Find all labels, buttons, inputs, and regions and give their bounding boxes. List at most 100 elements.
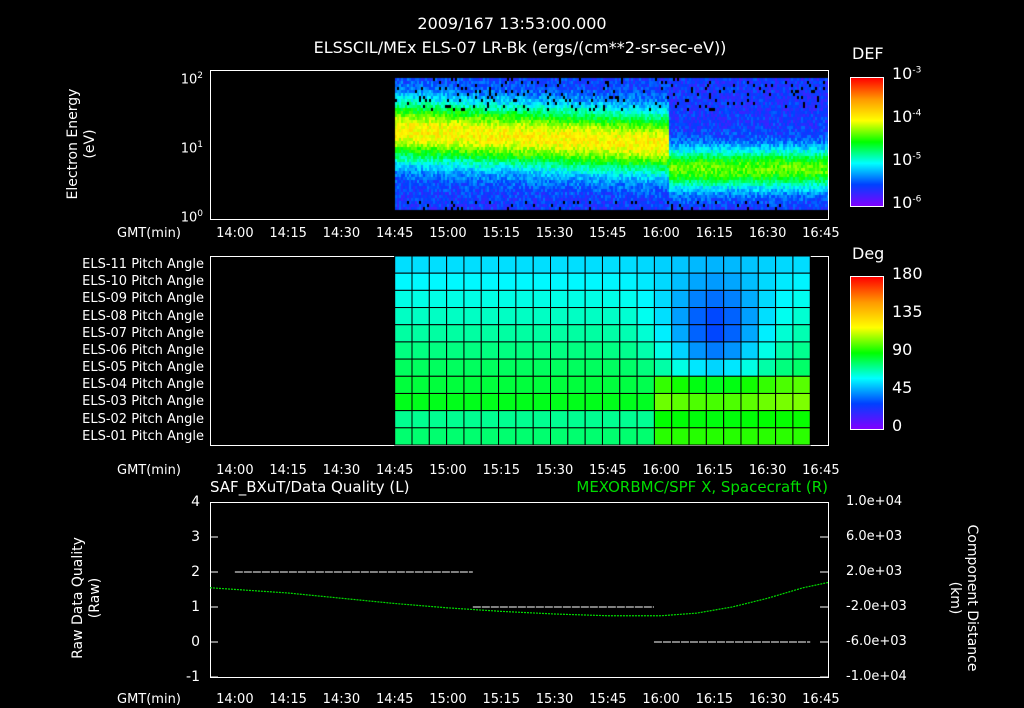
pitch-angle-cell [429, 342, 446, 359]
plot-title: ELSSCIL/MEx ELS-07 LR-Bk (ergs/(cm**2-sr… [314, 38, 727, 57]
pitch-angle-row-label: ELS-06 Pitch Angle [82, 343, 204, 358]
pitch-angle-cell [602, 393, 619, 410]
pitch-angle-cell [499, 256, 516, 273]
right-series-title: MEXORBMC/SPF X, Spacecraft (R) [576, 478, 828, 496]
pitch-angle-cell [447, 411, 464, 428]
pitch-angle-cell [724, 273, 741, 290]
pitch-angle-cell [516, 308, 533, 325]
plot-frame [211, 503, 829, 678]
pitch-angle-cell [533, 256, 550, 273]
pitch-angle-cell [568, 428, 585, 445]
pitch-angle-cell [533, 393, 550, 410]
time-tick-label: 16:30 [749, 692, 786, 707]
pitch-angle-cell [533, 308, 550, 325]
pitch-angle-cell [672, 256, 689, 273]
pitch-angle-cell [637, 256, 654, 273]
pitch-angle-cell [706, 342, 723, 359]
pitch-angle-cell [412, 376, 429, 393]
pitch-angle-cell [654, 325, 671, 342]
pitch-angle-cell [758, 290, 775, 307]
pitch-angle-cell [447, 428, 464, 445]
pitch-angle-cell [602, 376, 619, 393]
tick-exp: 0 [197, 209, 203, 219]
pitch-angle-cell [689, 325, 706, 342]
time-tick-label: 14:45 [376, 692, 413, 707]
pitch-angle-cell [620, 256, 637, 273]
pitch-angle-cell [395, 411, 412, 428]
time-tick-label: 14:15 [269, 463, 306, 478]
pitch-angle-cell [395, 273, 412, 290]
pitch-angle-cell [637, 290, 654, 307]
pitch-angle-cell [602, 325, 619, 342]
pitch-angle-cell [793, 273, 810, 290]
pitch-angle-cell [776, 411, 793, 428]
pitch-angle-cell [793, 376, 810, 393]
pitch-angle-cell [689, 256, 706, 273]
pitch-angle-cell [654, 308, 671, 325]
pitch-angle-cell [533, 359, 550, 376]
pitch-angle-cell [568, 308, 585, 325]
pitch-angle-cell [672, 290, 689, 307]
pitch-angle-cell [706, 393, 723, 410]
pitch-angle-cell [672, 342, 689, 359]
pitch-angle-cell [447, 256, 464, 273]
pitch-angle-cell [654, 290, 671, 307]
right-tick-label: -2.0e+03 [846, 599, 907, 614]
deg-colorbar-title: Deg [852, 244, 884, 263]
gmt-axis-label: GMT(min) [117, 692, 181, 707]
pitch-angle-cell [499, 428, 516, 445]
pitch-angle-cell [758, 428, 775, 445]
pitch-angle-cell [585, 342, 602, 359]
pitch-angle-cell [464, 411, 481, 428]
time-tick-label: 14:45 [376, 463, 413, 478]
pitch-angle-cell [551, 376, 568, 393]
pitch-angle-cell [499, 359, 516, 376]
pitch-angle-cell [447, 376, 464, 393]
pitch-angle-cell [429, 308, 446, 325]
right-tick-label: 2.0e+03 [846, 564, 902, 579]
time-tick-label: 14:00 [216, 692, 253, 707]
pitch-angle-cell [758, 325, 775, 342]
pitch-angle-cell [516, 273, 533, 290]
pitch-angle-cell [412, 325, 429, 342]
pitch-angle-cell [568, 376, 585, 393]
tick-base: 10 [892, 193, 912, 212]
pitch-angle-cell [689, 290, 706, 307]
right-label-1: Component Distance [963, 513, 980, 683]
tick-base: 10 [892, 64, 912, 83]
pitch-angle-cell [724, 308, 741, 325]
pitch-angle-cell [637, 273, 654, 290]
tick-exp: 1 [197, 140, 203, 150]
tick-exp: -5 [912, 152, 921, 162]
pitch-angle-cell [481, 428, 498, 445]
pitch-angle-cell [672, 393, 689, 410]
pitch-angle-cell [706, 256, 723, 273]
pitch-angle-cell [741, 256, 758, 273]
pitch-angle-cell [724, 376, 741, 393]
pitch-angle-cell [706, 428, 723, 445]
pitch-angle-cell [758, 256, 775, 273]
pitch-angle-cell [533, 342, 550, 359]
tick-base: 10 [892, 150, 912, 169]
pitch-angle-cell [741, 325, 758, 342]
pitch-angle-cell [585, 411, 602, 428]
pitch-angle-cell [637, 308, 654, 325]
time-tick-label: 16:30 [749, 463, 786, 478]
pitch-angle-cell [516, 393, 533, 410]
pitch-angle-cell [741, 273, 758, 290]
pitch-angle-cell [412, 290, 429, 307]
pitch-angle-cell [429, 376, 446, 393]
pitch-angle-cell [776, 308, 793, 325]
pitch-angle-cell [706, 273, 723, 290]
pitch-angle-cell [672, 359, 689, 376]
tick-base: 10 [181, 72, 198, 87]
pitch-angle-cell [499, 411, 516, 428]
left-series-title: SAF_BXuT/Data Quality (L) [210, 478, 410, 496]
pitch-angle-cell [481, 359, 498, 376]
spacecraft-x-line [210, 583, 828, 616]
pitch-angle-cell [706, 376, 723, 393]
pitch-angle-cell [412, 342, 429, 359]
pitch-angle-cell [672, 273, 689, 290]
right-tick-label: -6.0e+03 [846, 634, 907, 649]
pitch-angle-cell [620, 308, 637, 325]
